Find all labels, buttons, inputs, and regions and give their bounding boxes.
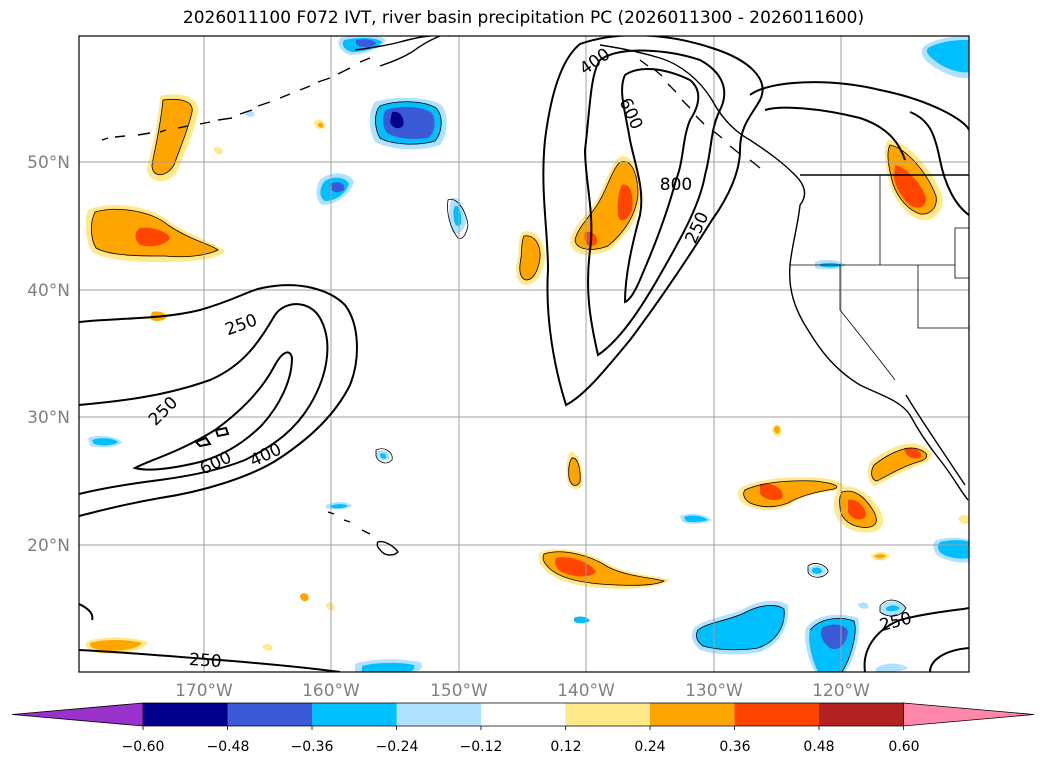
state-borders bbox=[790, 175, 969, 381]
colorbar-segment bbox=[227, 703, 313, 726]
colorbar-segment bbox=[396, 703, 482, 726]
map-area bbox=[79, 36, 969, 672]
coastlines bbox=[101, 36, 969, 556]
colorbar-tick-label: −0.12 bbox=[460, 739, 503, 755]
lat-label: 50°N bbox=[27, 153, 70, 173]
colorbar-tick-label: 0.36 bbox=[719, 739, 750, 755]
colorbar-frame bbox=[143, 702, 904, 727]
lat-label: 30°N bbox=[27, 408, 70, 428]
colorbar-tick-label: 0.12 bbox=[550, 739, 581, 755]
map-title: 2026011100 F072 IVT, river basin precipi… bbox=[182, 8, 865, 28]
colorbar-tick-label: −0.48 bbox=[207, 739, 250, 755]
ivt-label: 250 bbox=[188, 650, 222, 672]
precip-outline-contours bbox=[90, 98, 937, 672]
colorbar-tick-label: −0.36 bbox=[291, 739, 334, 755]
lon-label: 120°W bbox=[812, 681, 870, 701]
colorbar-segment bbox=[819, 703, 904, 726]
ivt-contours bbox=[79, 36, 969, 672]
lat-label: 40°N bbox=[27, 281, 70, 301]
latitude-labels: 50°N 40°N 30°N 20°N bbox=[27, 153, 70, 556]
colorbar-segment bbox=[565, 703, 651, 726]
lat-label: 20°N bbox=[27, 536, 70, 556]
colorbar-extend-right bbox=[903, 702, 1035, 727]
longitude-labels: 170°W 160°W 150°W 140°W 130°W 120°W bbox=[175, 681, 870, 701]
colorbar-tick-label: 0.60 bbox=[888, 739, 919, 755]
colorbar bbox=[11, 702, 1035, 730]
colorbar-segment bbox=[734, 703, 820, 726]
lon-label: 150°W bbox=[430, 681, 488, 701]
colorbar-tick-label: −0.24 bbox=[376, 739, 419, 755]
map-frame bbox=[78, 35, 970, 673]
colorbar-tick-labels: −0.60 −0.48 −0.36 −0.24 −0.12 0.12 0.24 … bbox=[122, 739, 920, 755]
colorbar-extend-left bbox=[11, 702, 144, 727]
lon-label: 160°W bbox=[302, 681, 360, 701]
ivt-label: 800 bbox=[660, 175, 692, 195]
colorbar-tick-label: −0.60 bbox=[122, 739, 165, 755]
colorbar-segment bbox=[143, 703, 228, 726]
colorbar-tick-label: 0.24 bbox=[634, 739, 665, 755]
lon-label: 170°W bbox=[175, 681, 233, 701]
lon-label: 140°W bbox=[557, 681, 615, 701]
colorbar-segment bbox=[650, 703, 735, 726]
lon-label: 130°W bbox=[685, 681, 743, 701]
colorbar-tick-label: 0.48 bbox=[803, 739, 834, 755]
colorbar-segment bbox=[481, 703, 566, 726]
colorbar-segment bbox=[312, 703, 397, 726]
